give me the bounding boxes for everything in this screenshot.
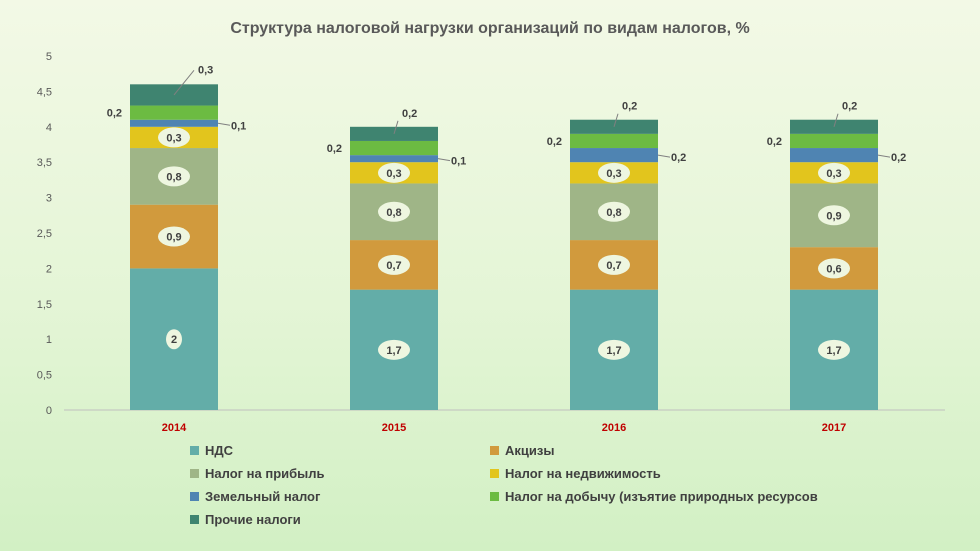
data-label: 0,7 [386,260,401,272]
y-tick-label: 1 [46,334,52,346]
legend-swatch [190,445,199,455]
data-label: 0,3 [386,168,401,180]
bar-segment [790,148,878,163]
legend-label: НДС [205,442,234,458]
y-tick-label: 0,5 [37,370,52,382]
data-label-bubble [818,258,850,279]
legend-item: Земельный налог [190,488,490,504]
data-label: 0,2 [671,152,686,164]
data-label: 0,9 [166,232,181,244]
data-label: 0,8 [606,207,621,219]
legend-swatch [490,491,499,501]
data-label-bubble [166,329,182,350]
chart-legend: НДС Акцизы Налог на прибыль Налог на недвиж… [190,442,890,527]
y-tick-label: 4 [46,122,52,134]
data-label: 0,8 [386,207,401,219]
bar-segment [350,155,438,163]
data-label-bubble [158,226,190,247]
data-label-bubble [598,339,630,360]
data-label-bubble [378,201,410,222]
x-tick-label: 2014 [162,422,187,434]
legend-label: Прочие налоги [205,511,301,527]
legend-label: Налог на добычу (изъятие природных ресур… [505,488,818,504]
data-label: 0,2 [402,108,417,120]
y-tick-label: 3 [46,193,52,205]
legend-item: Налог на недвижимость [490,465,890,481]
y-tick-label: 2,5 [37,228,52,240]
bar-segment [130,105,218,120]
data-label: 2 [171,334,177,346]
legend-swatch [190,468,199,478]
bar-segment [350,140,438,156]
data-label: 1,7 [386,345,401,357]
data-label: 0,6 [826,263,841,275]
leader-line [613,113,619,127]
legend-label: Земельный налог [205,488,321,504]
bar-segment [570,148,658,163]
data-label: 0,8 [166,171,181,183]
bar-segment [790,133,878,149]
data-label-bubble [378,254,410,275]
leader-line [217,122,231,126]
data-label-bubble [598,162,630,183]
data-label: 1,7 [606,345,621,357]
legend-item: Прочие налоги [190,511,490,527]
leader-line [833,113,839,127]
legend-label: Налог на прибыль [205,465,325,481]
bar-segment [130,119,218,127]
legend-item: Акцизы [490,442,890,458]
y-tick-label: 0 [46,405,52,417]
y-tick-label: 2 [46,263,52,275]
data-label-bubble [598,254,630,275]
data-label-bubble [158,127,190,148]
data-label: 0,2 [107,108,122,120]
chart-title: Структура налоговой нагрузки организаций… [230,20,750,37]
leader-line [173,70,195,96]
legend-swatch [490,468,499,478]
leader-line [437,158,451,162]
data-label: 0,3 [198,64,213,76]
data-label-bubble [378,339,410,360]
data-label: 0,2 [622,101,637,113]
data-label: 0,2 [842,101,857,113]
y-tick-label: 5 [46,51,52,63]
data-label: 0,2 [891,152,906,164]
data-label: 0,3 [606,168,621,180]
data-label: 0,2 [547,136,562,148]
legend-label: Акцизы [505,442,555,458]
legend-item: Налог на прибыль [190,465,490,481]
data-label-bubble [598,201,630,222]
bar-segment [570,133,658,149]
x-tick-label: 2017 [822,422,846,434]
leader-line [877,154,891,158]
legend-item: НДС [190,442,490,458]
leader-line [393,120,399,135]
data-label: 0,1 [231,120,246,132]
data-label: 0,3 [166,132,181,144]
legend-item: Налог на добычу (изъятие природных ресур… [490,488,890,504]
x-tick-label: 2016 [602,422,626,434]
leader-line [657,154,671,158]
legend-swatch [190,491,199,501]
legend-label: Налог на недвижимость [505,465,661,481]
legend-swatch [190,514,199,524]
data-label: 0,2 [327,143,342,155]
data-label: 1,7 [826,345,841,357]
y-tick-label: 3,5 [37,157,52,169]
data-label: 0,2 [767,136,782,148]
legend-swatch [490,445,499,455]
y-tick-label: 4,5 [37,86,52,98]
data-label-bubble [158,166,190,187]
y-tick-label: 1,5 [37,299,52,311]
data-label-bubble [818,162,850,183]
data-label: 0,7 [606,260,621,272]
data-label: 0,1 [451,156,466,168]
chart-plot: 0 0,5 1 1,5 2 2,5 3 3,5 4 4,5 5 2 0,9 0,8 0,3 0,1 0,2 0,3… [37,51,945,434]
data-label-bubble [378,162,410,183]
data-label: 0,9 [826,210,841,222]
data-label-bubble [818,205,850,226]
x-tick-label: 2015 [382,422,406,434]
data-label-bubble [818,339,850,360]
data-label: 0,3 [826,168,841,180]
